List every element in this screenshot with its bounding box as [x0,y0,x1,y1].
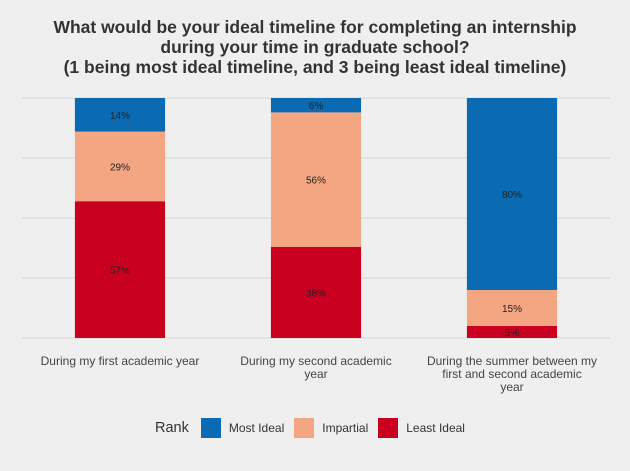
data-label-least-ideal: 57% [110,266,130,277]
bar-segment-impartial [270,112,362,247]
legend-label-most-ideal: Most Ideal [228,421,285,435]
data-label-impartial: 56% [306,176,326,187]
data-label-most-ideal: 80% [502,190,522,201]
legend-title: Rank [155,420,189,436]
chart-title-line-2: during your time in graduate school? [160,37,470,57]
data-label-most-ideal: 6% [309,101,324,112]
x-tick-label: During my second academic [240,354,391,368]
legend-item-least-ideal: Least Ideal [378,418,465,438]
legend-swatch-impartial [294,418,315,438]
chart-title: What would be your ideal timeline for co… [0,17,630,77]
bar-segment-impartial [74,131,166,202]
data-label-impartial: 29% [110,162,130,173]
x-tick-label: year [500,380,523,394]
bar-segment-most-ideal [270,98,362,113]
chart-title-line-1: What would be your ideal timeline for co… [53,17,577,37]
x-tick-label: first and second academic [442,367,581,381]
bar-segment-most-ideal [74,98,166,132]
legend-label-least-ideal: Least Ideal [406,421,465,435]
legend-swatch-least-ideal [378,418,399,438]
chart-title-line-3: (1 being most ideal timeline, and 3 bein… [63,57,567,77]
bar-segment-least-ideal [74,201,166,338]
data-label-most-ideal: 14% [110,111,130,122]
data-label-impartial: 15% [502,304,522,315]
legend-item-most-ideal: Most Ideal [200,418,285,438]
legend-item-impartial: Impartial [294,418,368,438]
legend: Rank Most Ideal Impartial Least Ideal [0,418,630,438]
bar-segment-least-ideal [466,326,558,338]
data-label-least-ideal: 5% [505,328,520,339]
legend-label-impartial: Impartial [322,421,369,435]
x-tick-label: year [304,367,327,381]
legend-swatch-most-ideal [200,418,221,438]
data-label-least-ideal: 38% [306,288,326,299]
bar-segment-least-ideal [270,246,362,338]
x-tick-label: During my first academic year [41,354,200,368]
x-tick-label: During the summer between my [427,354,597,368]
bar-segment-most-ideal [466,98,558,290]
bar-segment-impartial [466,290,558,326]
